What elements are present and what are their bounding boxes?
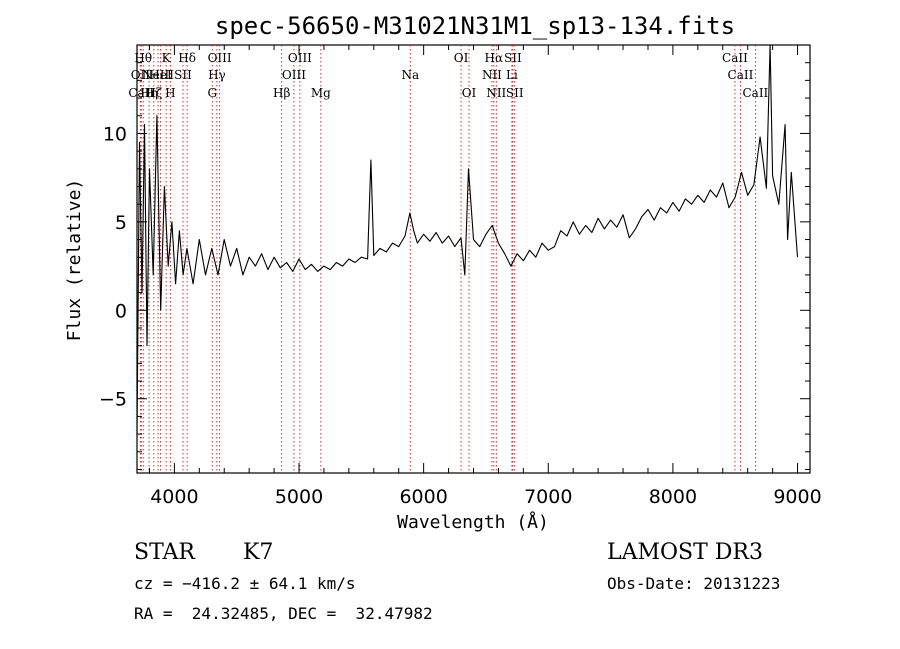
line-label-19: OI [454, 51, 469, 65]
observation-date: Obs-Date: 20131223 [607, 574, 781, 593]
line-label-6: HeI [149, 68, 172, 82]
line-label-16: OIII [288, 51, 312, 65]
y-tick-label-3: 10 [103, 123, 127, 145]
object-subclass: K7 [243, 540, 274, 565]
line-label-24: Li [506, 68, 518, 82]
y-tick-label-1: 0 [115, 300, 127, 322]
line-label-18: Na [401, 68, 419, 82]
line-label-1: CaII [128, 86, 154, 100]
line-label-13: OIII [208, 51, 232, 65]
line-label-21: NII [482, 68, 502, 82]
spectrum-series [136, 44, 799, 435]
sky-coordinates: RA = 24.32485, DEC = 32.47982 [134, 604, 433, 623]
line-label-10: Hδ [178, 51, 196, 65]
chart-title: spec-56650-M31021N31M1_sp13-134.fits [215, 12, 735, 40]
line-label-28: CaII [728, 68, 754, 82]
line-label-11: G [207, 86, 217, 100]
y-tick-label-2: 5 [115, 212, 127, 234]
line-label-20: OI [462, 86, 477, 100]
x-tick-label-3: 7000 [524, 486, 572, 508]
line-label-27: CaII [722, 51, 748, 65]
line-label-9: SII [174, 68, 192, 82]
line-markers [139, 45, 756, 473]
object-class: STAR [134, 540, 195, 565]
line-label-7: K [162, 51, 172, 65]
line-label-29: CaII [742, 86, 768, 100]
spectrum-line [136, 44, 799, 435]
redshift-velocity: cz = −416.2 ± 64.1 km/s [134, 574, 356, 593]
line-label-8: H [165, 86, 175, 100]
line-label-3: Hη [140, 86, 158, 100]
line-label-25: SII [504, 51, 522, 65]
line-label-17: Mg [311, 86, 331, 100]
line-label-12: Hγ [208, 68, 226, 82]
x-tick-label-4: 8000 [649, 486, 697, 508]
line-label-22: Hα [485, 51, 504, 65]
y-axis-ticks: −5 0 5 10 [99, 62, 810, 470]
x-axis-ticks: 4000 5000 6000 7000 8000 9000 [148, 45, 822, 508]
line-label-23: NII [486, 86, 506, 100]
line-label-26: SII [506, 86, 524, 100]
line-label-4: Hζ [145, 86, 162, 100]
x-tick-label-1: 5000 [275, 486, 323, 508]
x-axis-label: Wavelength (Å) [397, 511, 549, 533]
line-label-15: OIII [282, 68, 306, 82]
survey-name: LAMOST DR3 [607, 540, 763, 565]
line-label-0: OII [131, 68, 151, 82]
y-tick-label-0: −5 [99, 389, 127, 411]
line-label-5: NeIII [142, 68, 174, 82]
y-axis-label: Flux (relative) [64, 179, 85, 342]
plot-frame [136, 44, 811, 474]
line-label-2: Hθ [134, 51, 152, 65]
x-tick-label-2: 6000 [399, 486, 447, 508]
x-tick-label-0: 4000 [150, 486, 198, 508]
x-tick-label-5: 9000 [773, 486, 821, 508]
line-label-14: Hβ [273, 86, 290, 100]
